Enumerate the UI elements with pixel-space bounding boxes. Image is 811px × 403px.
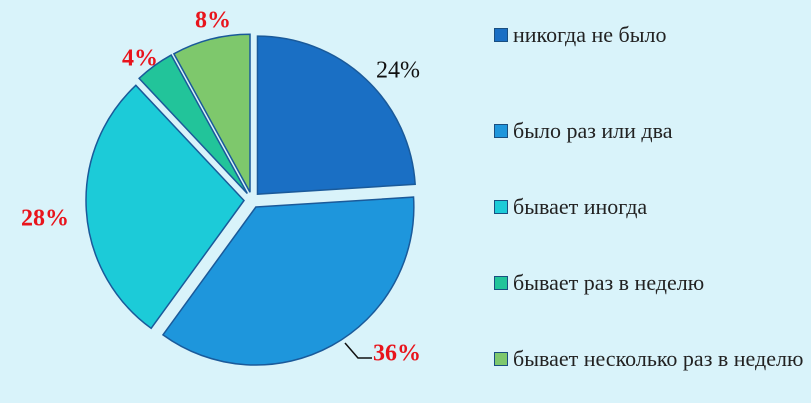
legend-swatch <box>494 352 508 366</box>
legend-item: никогда не было <box>494 22 804 48</box>
legend-item: бывает раз в неделю <box>494 270 804 296</box>
legend-item: бывает несколько раз в неделю <box>494 346 804 372</box>
legend-label: бывает несколько раз в неделю <box>513 346 804 371</box>
pie-slice <box>172 33 251 193</box>
legend-label: бывает раз в неделю <box>513 270 705 295</box>
pie-slice <box>85 84 245 330</box>
legend-swatch <box>494 28 508 42</box>
legend-item: было раз или два <box>494 118 804 144</box>
pie-slice <box>256 35 416 195</box>
data-label: 8% <box>195 8 231 34</box>
pie-slice <box>161 196 415 366</box>
legend-label: было раз или два <box>513 118 673 143</box>
data-label: 4% <box>122 46 158 72</box>
legend-swatch <box>494 200 508 214</box>
legend-swatch <box>494 276 508 290</box>
pie-slice <box>138 54 248 195</box>
data-label: 36% <box>373 341 421 367</box>
legend-label: бывает иногда <box>513 194 648 219</box>
legend-item: бывает иногда <box>494 194 804 220</box>
leader-line <box>344 342 372 359</box>
data-label: 24% <box>376 58 420 84</box>
data-label: 28% <box>21 206 69 232</box>
legend-swatch <box>494 124 508 138</box>
legend-label: никогда не было <box>513 22 667 47</box>
